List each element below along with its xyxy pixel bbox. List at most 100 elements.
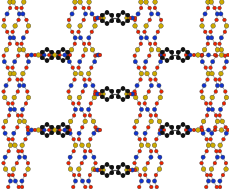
Circle shape (82, 155, 87, 159)
Circle shape (183, 53, 187, 57)
Circle shape (134, 119, 138, 124)
Circle shape (120, 22, 124, 26)
Circle shape (26, 125, 29, 129)
Circle shape (20, 78, 23, 81)
Circle shape (214, 149, 217, 153)
Circle shape (24, 137, 27, 141)
Circle shape (152, 179, 156, 183)
Circle shape (86, 0, 91, 4)
Circle shape (57, 128, 61, 132)
Circle shape (72, 0, 77, 4)
Circle shape (175, 131, 180, 135)
Circle shape (40, 131, 44, 135)
Circle shape (169, 131, 173, 135)
Circle shape (205, 179, 210, 183)
Circle shape (217, 185, 221, 189)
Circle shape (133, 16, 136, 20)
Circle shape (65, 131, 69, 135)
Circle shape (5, 12, 9, 16)
Circle shape (213, 90, 217, 93)
Circle shape (26, 131, 30, 135)
Circle shape (61, 122, 65, 126)
Circle shape (95, 168, 99, 172)
Circle shape (72, 78, 76, 81)
Circle shape (144, 36, 148, 40)
Circle shape (49, 50, 54, 54)
Circle shape (139, 6, 142, 10)
Circle shape (125, 165, 129, 169)
Circle shape (72, 173, 76, 177)
Circle shape (15, 6, 18, 10)
Circle shape (33, 53, 37, 57)
Circle shape (72, 149, 75, 153)
Circle shape (130, 168, 134, 172)
Circle shape (159, 125, 163, 129)
Circle shape (23, 155, 27, 159)
Circle shape (199, 161, 202, 165)
Circle shape (205, 53, 210, 57)
Circle shape (80, 179, 84, 183)
Circle shape (142, 30, 146, 34)
Circle shape (105, 174, 109, 177)
Circle shape (91, 131, 95, 135)
Circle shape (218, 47, 223, 52)
Circle shape (209, 36, 213, 40)
Circle shape (158, 24, 163, 28)
Circle shape (138, 78, 142, 81)
Circle shape (67, 18, 71, 22)
Circle shape (116, 89, 120, 93)
Circle shape (209, 95, 214, 100)
Circle shape (92, 95, 96, 100)
Circle shape (91, 119, 95, 124)
Circle shape (15, 161, 19, 165)
Circle shape (202, 30, 206, 34)
Circle shape (22, 119, 27, 124)
Circle shape (12, 95, 16, 100)
Circle shape (25, 90, 29, 93)
Circle shape (125, 171, 129, 175)
Circle shape (12, 71, 16, 76)
Circle shape (159, 53, 163, 57)
Circle shape (142, 131, 147, 135)
Circle shape (132, 24, 137, 28)
Circle shape (88, 149, 92, 153)
Circle shape (77, 60, 82, 64)
Circle shape (29, 53, 33, 57)
Circle shape (164, 133, 168, 138)
Circle shape (93, 54, 97, 57)
Circle shape (180, 47, 184, 51)
Circle shape (8, 107, 13, 112)
Circle shape (159, 161, 163, 165)
Circle shape (91, 167, 95, 171)
Circle shape (21, 47, 25, 52)
Circle shape (208, 102, 211, 105)
Circle shape (160, 56, 164, 60)
Circle shape (13, 60, 17, 64)
Circle shape (109, 171, 113, 175)
Circle shape (66, 24, 71, 28)
Circle shape (223, 167, 227, 171)
Circle shape (132, 90, 136, 93)
Circle shape (147, 18, 151, 22)
Circle shape (66, 90, 70, 93)
Circle shape (20, 179, 24, 183)
Circle shape (218, 128, 223, 132)
Circle shape (180, 133, 184, 138)
Circle shape (191, 53, 195, 57)
Circle shape (116, 171, 120, 175)
Circle shape (109, 95, 113, 99)
Circle shape (175, 56, 180, 60)
Circle shape (16, 149, 20, 153)
Circle shape (156, 119, 161, 124)
Circle shape (77, 137, 80, 141)
Circle shape (11, 102, 14, 105)
Circle shape (120, 87, 124, 91)
Circle shape (89, 102, 92, 105)
Circle shape (195, 128, 199, 132)
Circle shape (49, 131, 54, 135)
Circle shape (45, 122, 49, 126)
Circle shape (125, 19, 129, 23)
Circle shape (208, 167, 213, 171)
Circle shape (76, 102, 80, 105)
Circle shape (130, 16, 134, 20)
